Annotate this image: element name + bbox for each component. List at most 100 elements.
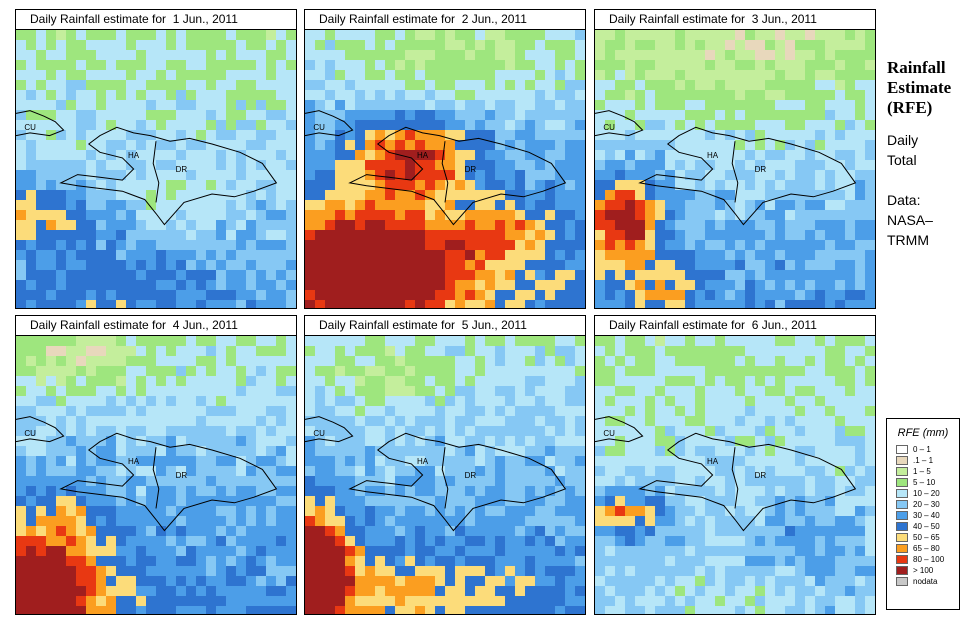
rainfall-cell	[645, 220, 655, 230]
rainfall-cell	[46, 70, 56, 80]
rainfall-cell	[345, 130, 355, 140]
rainfall-cell	[246, 290, 256, 300]
ha-dr-border	[441, 447, 449, 509]
rainfall-cell	[76, 366, 86, 376]
rainfall-cell	[525, 110, 535, 120]
rainfall-cell	[335, 536, 345, 546]
rainfall-cell	[96, 250, 106, 260]
rainfall-cell	[705, 110, 715, 120]
rainfall-cell	[725, 486, 735, 496]
rainfall-cell	[805, 446, 815, 456]
rainfall-cell	[415, 130, 425, 140]
rainfall-cell	[785, 270, 795, 280]
rainfall-cell	[705, 180, 715, 190]
rainfall-cell	[565, 536, 575, 546]
rainfall-cell	[196, 366, 206, 376]
rainfall-cell	[46, 190, 56, 200]
rainfall-cell	[106, 280, 116, 290]
rainfall-cell	[835, 386, 845, 396]
rainfall-cell	[765, 120, 775, 130]
rainfall-cell	[505, 586, 515, 596]
rainfall-cell	[166, 416, 176, 426]
rainfall-cell	[865, 160, 875, 170]
rainfall-cell	[405, 250, 415, 260]
rainfall-cell	[395, 546, 405, 556]
rainfall-cell	[435, 466, 445, 476]
rainfall-cell	[645, 556, 655, 566]
rainfall-cell	[515, 446, 525, 456]
rainfall-cell	[146, 566, 156, 576]
rainfall-cell	[76, 80, 86, 90]
rainfall-cell	[485, 336, 495, 346]
rainfall-cell	[625, 496, 635, 506]
rainfall-cell	[615, 586, 625, 596]
rainfall-cell	[16, 240, 26, 250]
rainfall-cell	[805, 456, 815, 466]
rainfall-cell	[325, 250, 335, 260]
rainfall-cell	[385, 80, 395, 90]
rainfall-cell	[565, 366, 575, 376]
rainfall-cell	[815, 90, 825, 100]
rainfall-cell	[805, 210, 815, 220]
rainfall-cell	[775, 596, 785, 606]
rainfall-cell	[435, 426, 445, 436]
rainfall-cell	[635, 406, 645, 416]
rainfall-cell	[56, 596, 66, 606]
rainfall-cell	[176, 366, 186, 376]
rainfall-cell	[425, 40, 435, 50]
rainfall-cell	[146, 150, 156, 160]
rainfall-cell	[86, 576, 96, 586]
rainfall-cell	[256, 606, 266, 614]
rainfall-cell	[535, 150, 545, 160]
rainfall-cell	[425, 80, 435, 90]
rainfall-cell	[335, 456, 345, 466]
rainfall-cell	[735, 180, 745, 190]
rainfall-cell	[26, 300, 36, 308]
rainfall-cell	[565, 606, 575, 614]
rainfall-cell	[126, 220, 136, 230]
rainfall-cell	[505, 436, 515, 446]
rainfall-cell	[325, 150, 335, 160]
rainfall-cell	[246, 496, 256, 506]
rainfall-cell	[675, 160, 685, 170]
rainfall-cell	[515, 150, 525, 160]
rainfall-cell	[455, 280, 465, 290]
rainfall-cell	[325, 526, 335, 536]
rainfall-cell	[465, 170, 475, 180]
rainfall-cell	[545, 40, 555, 50]
rainfall-cell	[495, 100, 505, 110]
rainfall-cell	[226, 290, 236, 300]
country-label-dominican-republic: DR	[465, 165, 477, 174]
rainfall-cell	[735, 396, 745, 406]
rainfall-cell	[136, 416, 146, 426]
rainfall-cell	[555, 516, 565, 526]
rainfall-cell	[855, 456, 865, 466]
rainfall-cell	[415, 516, 425, 526]
rainfall-cell	[845, 90, 855, 100]
rainfall-cell	[335, 190, 345, 200]
country-label-haiti: HA	[707, 151, 719, 160]
rainfall-cell	[425, 50, 435, 60]
rainfall-cell	[186, 536, 196, 546]
rainfall-cell	[495, 516, 505, 526]
rainfall-cell	[425, 240, 435, 250]
rainfall-cell	[855, 120, 865, 130]
rainfall-cell	[595, 160, 605, 170]
rainfall-cell	[665, 336, 675, 346]
rainfall-cell	[685, 576, 695, 586]
rainfall-cell	[106, 140, 116, 150]
rainfall-cell	[405, 356, 415, 366]
rainfall-cell	[825, 576, 835, 586]
rainfall-cell	[415, 190, 425, 200]
rainfall-cell	[345, 160, 355, 170]
rainfall-cell	[775, 120, 785, 130]
rainfall-cell	[835, 436, 845, 446]
rainfall-cell	[745, 396, 755, 406]
rainfall-cell	[16, 300, 26, 308]
rainfall-cell	[216, 516, 226, 526]
rainfall-cell	[26, 486, 36, 496]
rainfall-cell	[695, 416, 705, 426]
rainfall-cell	[226, 456, 236, 466]
rainfall-cell	[805, 496, 815, 506]
rainfall-cell	[375, 90, 385, 100]
